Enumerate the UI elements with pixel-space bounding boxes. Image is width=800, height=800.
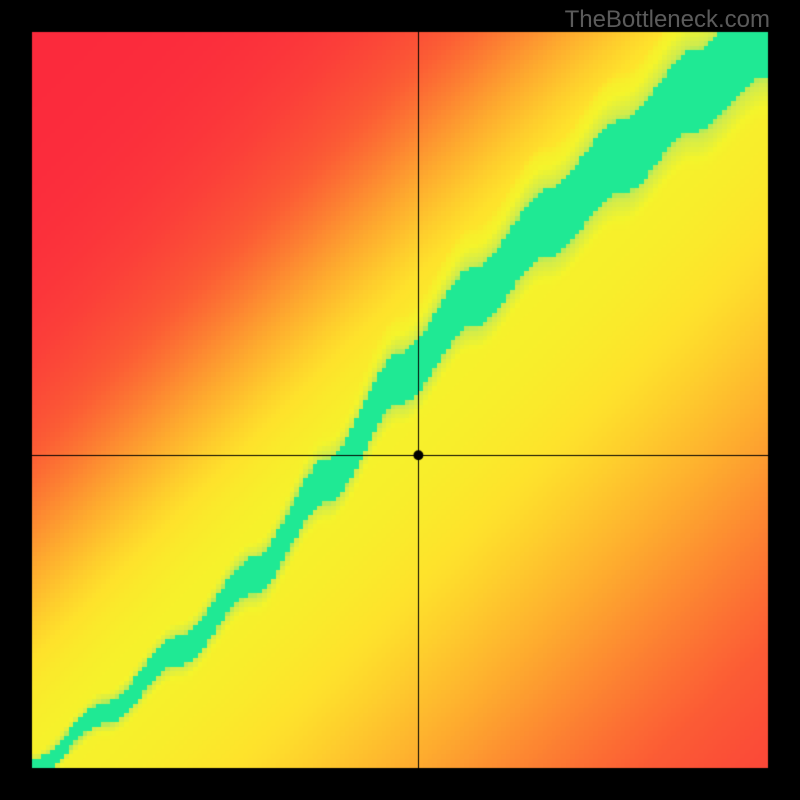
heatmap-canvas bbox=[0, 0, 800, 800]
watermark-text: TheBottleneck.com bbox=[565, 6, 770, 34]
chart-container: TheBottleneck.com bbox=[0, 0, 800, 800]
